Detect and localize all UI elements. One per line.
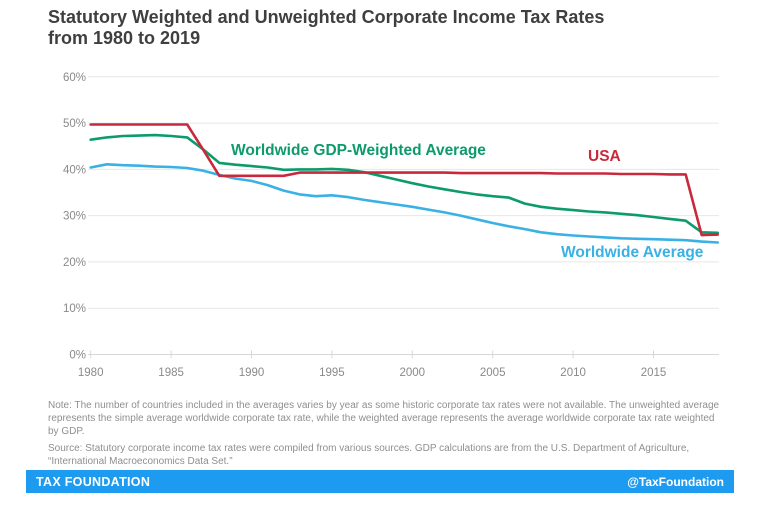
x-tick-label-1995: 1995 — [319, 367, 345, 379]
y-tick-label-20: 20% — [63, 257, 86, 269]
source-text: Source: Statutory corporate income tax r… — [48, 443, 690, 467]
line-worldwide-average — [89, 163, 720, 244]
x-tick-label-2000: 2000 — [400, 367, 426, 379]
x-tick-label-2005: 2005 — [480, 367, 506, 379]
note-text: Note: The number of countries included i… — [48, 400, 720, 437]
x-tick-label-1990: 1990 — [239, 367, 265, 379]
y-tick-label-10: 10% — [63, 303, 86, 315]
x-tick-label-2010: 2010 — [560, 367, 586, 379]
title-line-2: from 1980 to 2019 — [48, 28, 201, 48]
line-usa — [89, 123, 720, 237]
statutory-tax-rates-line-chart: 0% 10% 20% 30% 40% 50% 60% 1980 1985 1990 1995 2000… — [63, 72, 720, 379]
y-tick-label-50: 50% — [63, 118, 86, 130]
x-tick-label-2015: 2015 — [641, 367, 667, 379]
x-tick-label-1980: 1980 — [78, 367, 104, 379]
x-tick-label-1985: 1985 — [158, 367, 184, 379]
footnotes: Note: The number of countries included i… — [48, 399, 726, 472]
series-label-worldwide-average: Worldwide Average — [561, 244, 704, 261]
y-tick-label-30: 30% — [63, 211, 86, 223]
line-gdp-weighted — [89, 133, 720, 235]
title-line-1: Statutory Weighted and Unweighted Corpor… — [48, 7, 605, 27]
twitter-handle-link[interactable]: @TaxFoundation — [627, 474, 724, 489]
y-tick-label-0: 0% — [69, 350, 86, 362]
series-label-gdp-weighted: Worldwide GDP-Weighted Average — [231, 142, 486, 159]
y-tick-label-60: 60% — [63, 72, 86, 84]
page-title: Statutory Weighted and Unweighted Corpor… — [48, 7, 728, 49]
series-label-usa: USA — [588, 148, 621, 165]
y-tick-label-40: 40% — [63, 164, 86, 176]
footer-bar: TAX FOUNDATION @TaxFoundation — [26, 470, 734, 493]
footer-brand: TAX FOUNDATION — [36, 474, 151, 489]
